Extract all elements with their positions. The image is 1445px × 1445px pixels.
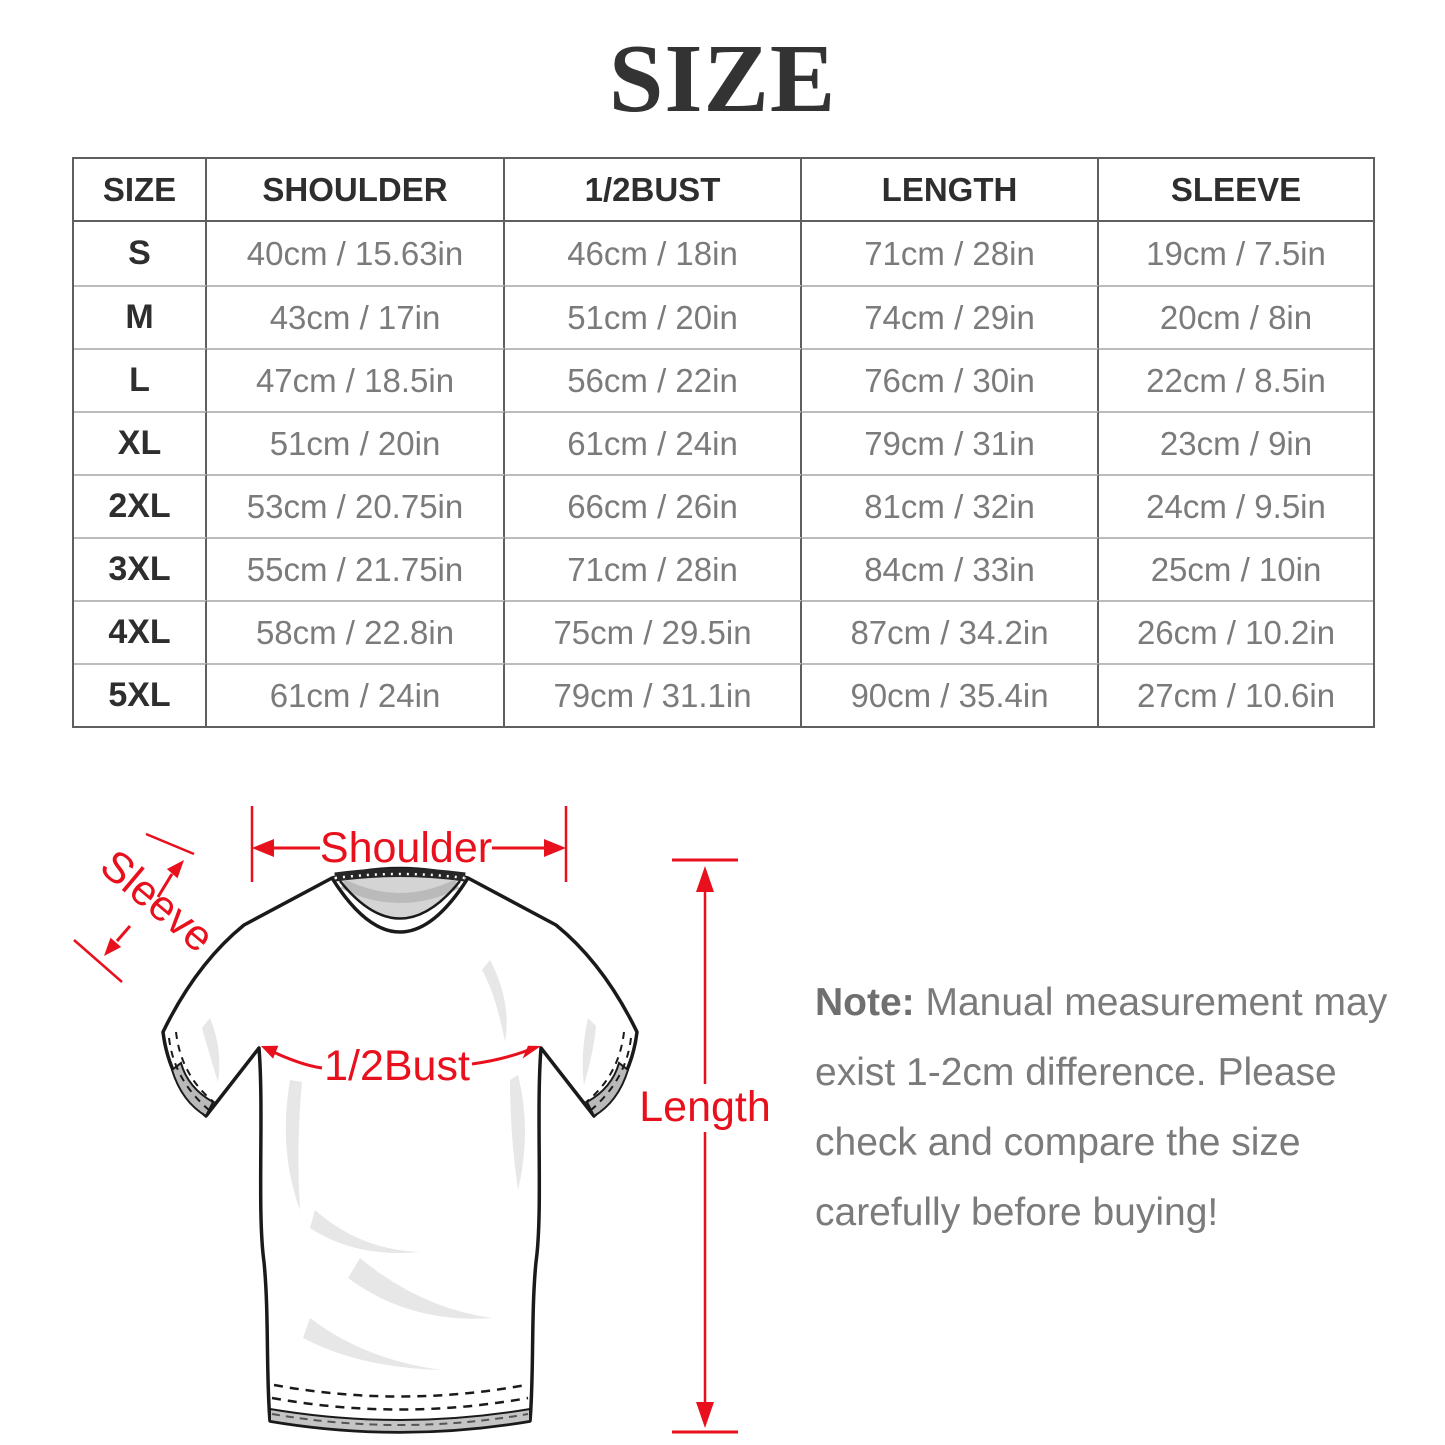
length-cell: 71cm / 28in	[802, 222, 1099, 285]
note-label: Note:	[815, 981, 915, 1024]
table-row: XL 51cm / 20in 61cm / 24in 79cm / 31in 2…	[74, 411, 1373, 474]
size-cell: 4XL	[74, 600, 207, 663]
halfbust-cell: 75cm / 29.5in	[505, 600, 802, 663]
collar-inner-edge	[339, 880, 461, 920]
length-cell: 87cm / 34.2in	[802, 600, 1099, 663]
right-sleeve-cuff	[584, 1031, 632, 1118]
shoulder-cell: 47cm / 18.5in	[207, 348, 505, 411]
length-cell: 84cm / 33in	[802, 537, 1099, 600]
halfbust-cell: 71cm / 28in	[505, 537, 802, 600]
halfbust-cell: 66cm / 26in	[505, 474, 802, 537]
length-cell: 81cm / 32in	[802, 474, 1099, 537]
sleeve-cell: 27cm / 10.6in	[1099, 663, 1373, 726]
collar-rib-stitch	[334, 872, 466, 880]
length-cell: 79cm / 31in	[802, 411, 1099, 474]
size-cell: S	[74, 222, 207, 285]
halfbust-cell: 79cm / 31.1in	[505, 663, 802, 726]
tshirt-body	[161, 866, 639, 1434]
length-cell: 76cm / 30in	[802, 348, 1099, 411]
size-cell: M	[74, 285, 207, 348]
column-header-size: SIZE	[74, 159, 207, 222]
size-cell: XL	[74, 411, 207, 474]
tshirt-measurement-diagram: Shoulder Sleeve 1/2Bust	[73, 806, 771, 1434]
note-text: Manual measurement may exist 1-2cm diffe…	[815, 981, 1388, 1234]
table-row: L 47cm / 18.5in 56cm / 22in 76cm / 30in …	[74, 348, 1373, 411]
shoulder-cell: 55cm / 21.75in	[207, 537, 505, 600]
table-row: S 40cm / 15.63in 46cm / 18in 71cm / 28in…	[74, 222, 1373, 285]
sleeve-cell: 24cm / 9.5in	[1099, 474, 1373, 537]
column-header-halfbust: 1/2BUST	[505, 159, 802, 222]
table-row: M 43cm / 17in 51cm / 20in 74cm / 29in 20…	[74, 285, 1373, 348]
column-header-length: LENGTH	[802, 159, 1099, 222]
column-header-sleeve: SLEEVE	[1099, 159, 1373, 222]
halfbust-cell: 56cm / 22in	[505, 348, 802, 411]
left-sleeve-cuff	[168, 1031, 216, 1118]
bottom-hem	[269, 1383, 531, 1433]
neckline-seam	[330, 877, 470, 934]
shoulder-cell: 43cm / 17in	[207, 285, 505, 348]
size-cell: 2XL	[74, 474, 207, 537]
shoulder-cell: 58cm / 22.8in	[207, 600, 505, 663]
page-title: SIZE	[608, 25, 837, 133]
sleeve-cell: 22cm / 8.5in	[1099, 348, 1373, 411]
size-cell: L	[74, 348, 207, 411]
collar-rib-band	[334, 868, 466, 882]
tshirt-graphic	[161, 866, 639, 1434]
length-measure-arrow: Length	[639, 858, 771, 1434]
table-row: 3XL 55cm / 21.75in 71cm / 28in 84cm / 33…	[74, 537, 1373, 600]
bust-label: 1/2Bust	[324, 1042, 470, 1090]
table-row: 2XL 53cm / 20.75in 66cm / 26in 81cm / 32…	[74, 474, 1373, 537]
sleeve-cell: 26cm / 10.2in	[1099, 600, 1373, 663]
sleeve-cell: 23cm / 9in	[1099, 411, 1373, 474]
shoulder-cell: 61cm / 24in	[207, 663, 505, 726]
table-row: 5XL 61cm / 24in 79cm / 31.1in 90cm / 35.…	[74, 663, 1373, 726]
size-table: SIZE SHOULDER 1/2BUST LENGTH SLEEVE S 40…	[74, 159, 1373, 726]
fabric-wrinkles	[202, 960, 596, 1370]
bust-measure-arrow: 1/2Bust	[261, 1042, 541, 1090]
size-cell: 3XL	[74, 537, 207, 600]
sleeve-cell: 19cm / 7.5in	[1146, 234, 1326, 272]
length-label: Length	[639, 1083, 771, 1131]
halfbust-cell: 46cm / 18in	[505, 222, 802, 285]
sleeve-cell: 25cm / 10in	[1099, 537, 1373, 600]
length-cell: 90cm / 35.4in	[802, 663, 1099, 726]
size-table-container: SIZE SHOULDER 1/2BUST LENGTH SLEEVE S 40…	[72, 157, 1375, 728]
column-header-shoulder: SHOULDER	[207, 159, 505, 222]
shoulder-measure-arrow: Shoulder	[250, 806, 568, 882]
shoulder-cell: 51cm / 20in	[207, 411, 505, 474]
size-cell: 5XL	[74, 663, 207, 726]
shoulder-cell: 40cm / 15.63in	[207, 222, 505, 285]
shoulder-label: Shoulder	[320, 824, 492, 872]
table-row: 4XL 58cm / 22.8in 75cm / 29.5in 87cm / 3…	[74, 600, 1373, 663]
length-cell: 74cm / 29in	[802, 285, 1099, 348]
note-paragraph: Note: Manual measurement may exist 1-2cm…	[815, 968, 1400, 1248]
shoulder-cell: 53cm / 20.75in	[207, 474, 505, 537]
sleeve-measure-arrow: Sleeve	[73, 832, 223, 983]
sleeve-cell: 20cm / 8in	[1099, 285, 1373, 348]
halfbust-cell: 51cm / 20in	[505, 285, 802, 348]
header-row: SIZE SHOULDER 1/2BUST LENGTH SLEEVE	[74, 159, 1373, 222]
halfbust-cell: 61cm / 24in	[505, 411, 802, 474]
collar-shadow	[340, 879, 460, 903]
